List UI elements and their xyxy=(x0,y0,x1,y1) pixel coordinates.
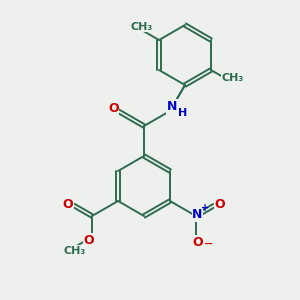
Text: H: H xyxy=(178,107,187,118)
Text: O: O xyxy=(108,101,119,115)
Text: +: + xyxy=(201,202,209,213)
Text: O: O xyxy=(214,197,225,211)
Text: CH₃: CH₃ xyxy=(64,245,86,256)
Text: O: O xyxy=(62,197,73,211)
Text: CH₃: CH₃ xyxy=(131,22,153,32)
Text: O: O xyxy=(83,234,94,247)
Text: N: N xyxy=(192,208,203,221)
Text: CH₃: CH₃ xyxy=(221,73,244,82)
Text: O: O xyxy=(192,236,203,249)
Text: −: − xyxy=(204,238,213,249)
Text: N: N xyxy=(167,100,177,113)
